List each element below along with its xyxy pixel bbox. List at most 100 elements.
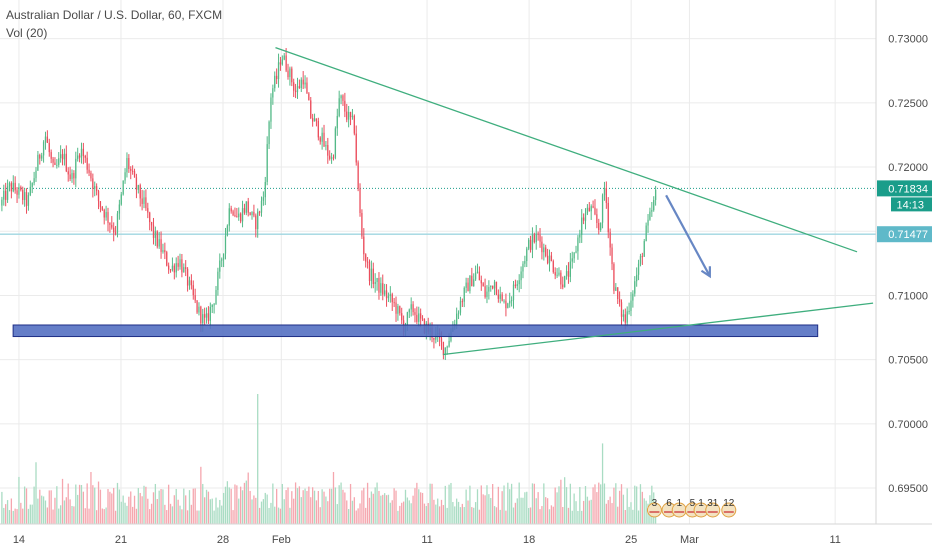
support-zone[interactable] (12, 324, 819, 338)
event-flag-icon[interactable] (646, 502, 662, 518)
volume-bar (35, 462, 37, 524)
drawings[interactable] (12, 47, 874, 356)
event-label: 12 (723, 498, 735, 509)
volume-bar (427, 503, 429, 524)
volume-bar (529, 507, 532, 524)
volume-bar (302, 490, 304, 524)
candle-body (463, 287, 465, 302)
candle-body (274, 75, 276, 89)
volume-bar (522, 497, 524, 524)
candle-body (344, 100, 346, 112)
candle-body (382, 283, 384, 295)
volume-bar (33, 486, 35, 524)
support-trendline[interactable] (443, 302, 874, 356)
volume-bar (262, 499, 265, 524)
candle-body (308, 93, 310, 101)
volume-bar (448, 484, 450, 524)
volume-bar (637, 510, 640, 524)
candle-body (380, 283, 382, 293)
event-flag-icon[interactable] (721, 502, 737, 518)
candle-body (628, 310, 630, 312)
volume-bar (283, 499, 285, 524)
volume-bar (88, 508, 90, 524)
volume-bar (186, 510, 189, 524)
candle-body (101, 206, 103, 210)
volume-bar (558, 486, 560, 524)
volume-bar (357, 508, 359, 524)
candle-body (613, 264, 615, 291)
volume-bar (61, 478, 64, 524)
candle-body (560, 272, 562, 285)
candle-body (69, 174, 71, 179)
candle-body (232, 211, 234, 216)
volume-bar (457, 501, 460, 524)
volume-bar (395, 490, 397, 524)
candle-body (649, 211, 651, 220)
candle-body (230, 208, 232, 212)
volume-bar (478, 509, 481, 524)
volume-bar (550, 505, 553, 524)
volume-bar (141, 496, 143, 524)
volume-bar (571, 510, 573, 524)
volume-bar (573, 493, 575, 524)
resistance-trendline[interactable] (275, 47, 858, 253)
candle-body (471, 275, 473, 287)
candle-body (529, 239, 532, 250)
event-markers[interactable]: 3 6 1 5 1 31 12 (646, 498, 737, 518)
volume-bars (1, 394, 657, 524)
candle-body (281, 59, 283, 65)
volume-bar (340, 482, 342, 524)
candle-body (448, 340, 450, 347)
y-tick-label: 0.73000 (888, 34, 928, 46)
volume-bar (463, 507, 465, 524)
candle-body (624, 314, 626, 323)
candle-body (50, 152, 52, 159)
x-tick-label: 18 (523, 534, 535, 546)
candle-body (131, 170, 134, 172)
projection-arrow[interactable] (665, 194, 711, 277)
volume-bar (39, 489, 41, 524)
volume-bar (363, 487, 365, 524)
volume-bar (440, 499, 443, 524)
volume-bar (526, 491, 528, 524)
volume-bar (169, 503, 172, 524)
candle-body (114, 232, 117, 234)
volume-bar (590, 499, 592, 524)
volume-bar (101, 508, 103, 524)
volume-bar (454, 506, 456, 524)
candle-body (421, 318, 424, 320)
volume-bar (275, 488, 278, 524)
candle-body (82, 148, 85, 156)
y-tick-label: 0.70500 (888, 355, 928, 367)
candle-body (304, 82, 306, 85)
volume-bar (535, 498, 537, 524)
candle-body (465, 282, 467, 288)
candle-body (319, 137, 321, 142)
volume-bar (120, 501, 122, 524)
volume-bar (325, 496, 327, 524)
volume-bar (492, 483, 494, 524)
volume-bar (279, 508, 282, 524)
x-tick-label: Feb (272, 534, 291, 546)
volume-bar (611, 503, 613, 524)
candle-body (524, 261, 526, 264)
candle-body (258, 211, 261, 213)
candle-body (459, 301, 462, 313)
candle-body (548, 255, 551, 264)
volume-bar (65, 497, 67, 524)
volume-bar (202, 483, 204, 524)
candle-body (469, 275, 471, 292)
candle-body (152, 225, 155, 238)
event-flag-icon[interactable] (705, 502, 721, 518)
candle-body (594, 207, 596, 215)
volume-bar (605, 503, 607, 524)
candle-body (605, 187, 607, 203)
candle-body (637, 263, 640, 275)
candle-body (601, 195, 604, 223)
volume-bar (198, 510, 200, 524)
volume-bar (401, 502, 403, 524)
candle-body (586, 207, 589, 214)
candle-body (14, 182, 16, 191)
volume-bar (281, 483, 283, 524)
